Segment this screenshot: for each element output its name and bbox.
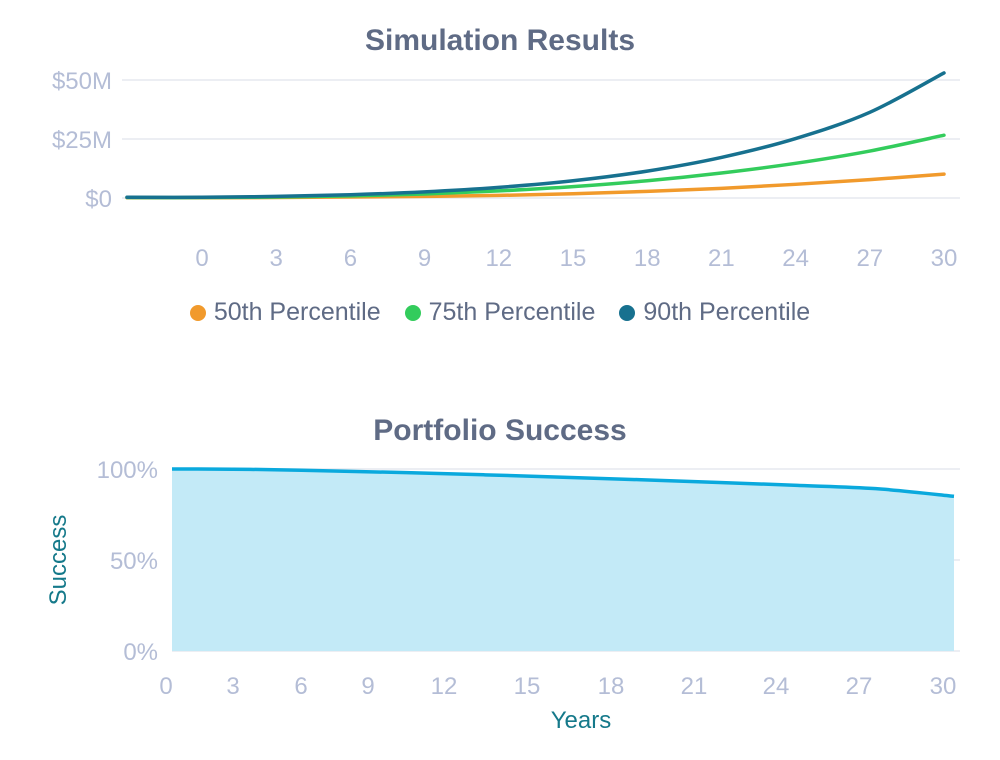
- success-area-fill: [172, 468, 954, 651]
- x-tick-label: 21: [681, 673, 708, 700]
- legend-item[interactable]: 75th Percentile: [404, 298, 596, 327]
- x-tick-label: 30: [930, 673, 957, 700]
- x-tick-label: 0: [195, 245, 208, 272]
- x-tick-label: 0: [159, 673, 172, 700]
- x-tick-label: 6: [344, 245, 357, 272]
- x-tick-label: 18: [598, 673, 625, 700]
- x-tick-label: 24: [782, 245, 809, 272]
- y-tick-label: 100%: [97, 457, 158, 484]
- x-tick-label: 15: [560, 245, 587, 272]
- success-line: [171, 467, 955, 499]
- x-tick-label: 6: [294, 673, 307, 700]
- legend-item[interactable]: 90th Percentile: [619, 298, 810, 327]
- x-tick-label: 12: [431, 673, 458, 700]
- x-tick-label: 3: [270, 245, 283, 272]
- series-line-2: [125, 133, 946, 200]
- x-tick-label: 12: [485, 245, 512, 272]
- x-tick-label: 21: [708, 245, 735, 272]
- chart-title-portfolio-success: Portfolio Success: [373, 414, 627, 447]
- y-tick-label: $0: [85, 186, 112, 213]
- x-tick-label: 30: [931, 245, 958, 272]
- x-axis-title: Years: [551, 707, 612, 734]
- series-line-3: [125, 71, 946, 200]
- legend-marker: [404, 304, 421, 321]
- legend-marker: [619, 304, 636, 321]
- simulation-results-chart: $0 $25M $50M 0 3 6 9 12 15 18 21 24 27 30: [52, 68, 960, 272]
- y-tick-label: $25M: [52, 127, 112, 154]
- legend-marker: [189, 304, 206, 321]
- legend-item[interactable]: 50th Percentile: [189, 298, 381, 327]
- x-tick-label: 18: [634, 245, 661, 272]
- x-tick-label: 15: [514, 673, 541, 700]
- x-tick-label: 3: [226, 673, 239, 700]
- y-tick-label: $50M: [52, 68, 112, 95]
- x-tick-label: 27: [846, 673, 873, 700]
- y-axis-title: Success: [45, 515, 72, 606]
- y-tick-label: 0%: [123, 639, 158, 666]
- legend-label: 75th Percentile: [428, 298, 596, 326]
- x-tick-label: 9: [361, 673, 374, 700]
- legend-label: 50th Percentile: [213, 298, 381, 326]
- y-tick-label: 50%: [110, 548, 158, 575]
- chart-title-simulation-results: Simulation Results: [364, 24, 636, 57]
- x-tick-label: 24: [763, 673, 790, 700]
- legend: 50th Percentile 75th Percentile 90th Perce…: [0, 298, 1000, 327]
- x-tick-label: 9: [418, 245, 431, 272]
- legend-label: 90th Percentile: [643, 298, 811, 326]
- x-tick-label: 27: [856, 245, 883, 272]
